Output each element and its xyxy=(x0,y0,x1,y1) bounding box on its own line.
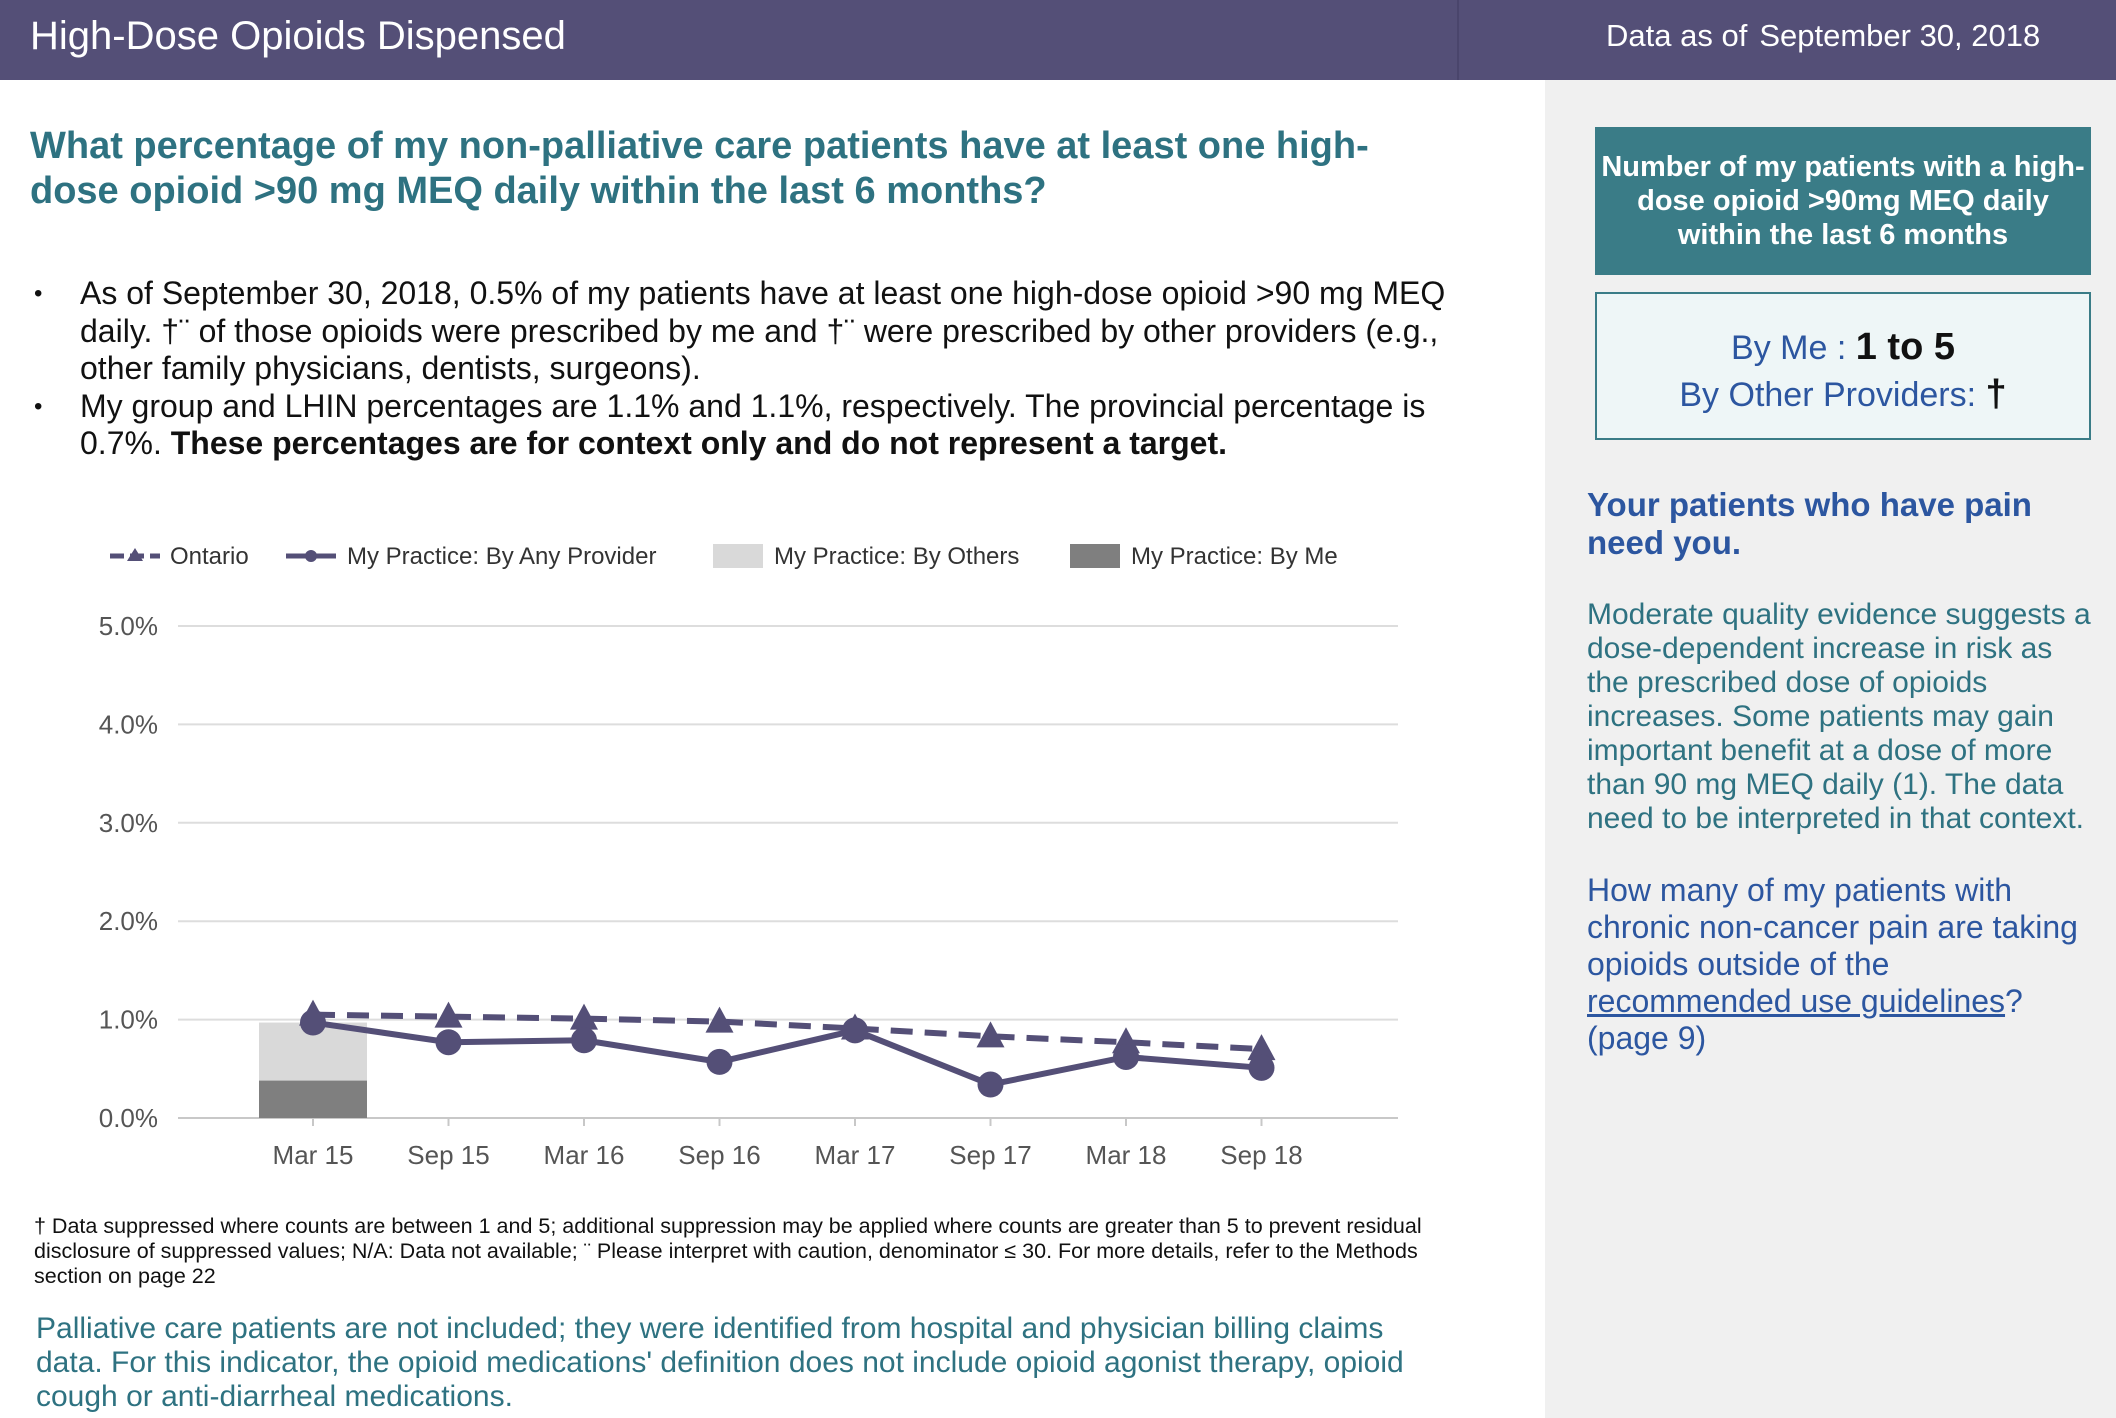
legend-byme-swatch xyxy=(1070,544,1120,568)
x-tick-label: Mar 16 xyxy=(544,1140,625,1170)
page-title: High-Dose Opioids Dispensed xyxy=(30,14,566,58)
pain-question-text: How many of my patients with chronic non… xyxy=(1587,872,2078,982)
practice-line xyxy=(312,1019,1262,1088)
y-tick-label: 5.0% xyxy=(99,611,158,641)
x-tick-label: Sep 18 xyxy=(1220,1140,1302,1170)
legend-others-label: My Practice: By Others xyxy=(774,543,1019,570)
page-header: High-Dose Opioids Dispensed Data as of Se… xyxy=(0,0,2116,80)
legend-ontario-marker xyxy=(127,548,143,561)
bullet-item: • As of September 30, 2018, 0.5% of my p… xyxy=(30,275,1460,388)
patient-count-heading-text: Number of my patients with a high-dose o… xyxy=(1601,151,2085,251)
main-question: What percentage of my non-palliative car… xyxy=(30,125,1369,212)
pain-heading: Your patients who have pain need you. xyxy=(1587,486,2032,561)
palliative-note: Palliative care patients are not include… xyxy=(36,1312,1404,1413)
guidelines-link[interactable]: recommended use guidelines xyxy=(1587,983,2006,1019)
x-tick-label: Mar 15 xyxy=(273,1140,354,1170)
y-tick-label: 2.0% xyxy=(99,906,158,936)
x-tick-label: Sep 15 xyxy=(407,1140,489,1170)
footnote: † Data suppressed where counts are betwe… xyxy=(34,1214,1422,1288)
x-tick-label: Sep 17 xyxy=(949,1140,1031,1170)
practice-point xyxy=(1113,1043,1139,1070)
opioid-trend-chart: 0.0% 1.0% 2.0% 3.0% 4.0% 5.0% Mar 15 Sep 15 Mar … xyxy=(99,543,1398,1170)
ontario-point xyxy=(1247,1034,1276,1061)
ontario-point xyxy=(434,1001,463,1028)
practice-point xyxy=(300,1009,326,1036)
legend-ontario-label: Ontario xyxy=(170,543,249,570)
bullet-dot: • xyxy=(34,392,43,420)
data-as-of: Data as of September 30, 2018 xyxy=(1606,18,2040,54)
practice-point xyxy=(435,1029,462,1056)
patient-count-box: By Me : 1 to 5 By Other Providers: † xyxy=(1595,292,2091,440)
practice-point xyxy=(706,1048,733,1075)
bar-my-practice-by-me xyxy=(259,1080,367,1118)
ontario-point xyxy=(705,1006,734,1033)
y-tick-label: 0.0% xyxy=(99,1103,158,1133)
legend-others-swatch xyxy=(713,544,763,568)
y-tick-label: 4.0% xyxy=(99,709,158,739)
bullet-text-2: My group and LHIN percentages are 1.1% a… xyxy=(80,387,1426,462)
x-tick-label: Mar 18 xyxy=(1086,1140,1167,1170)
by-others-row: By Other Providers: † xyxy=(1597,371,2089,418)
ontario-point xyxy=(570,1003,598,1030)
ontario-line xyxy=(312,1011,1262,1053)
summary-bullets: • As of September 30, 2018, 0.5% of my p… xyxy=(30,275,1460,463)
pain-question-mark: ? xyxy=(2005,983,2023,1019)
bullet-text-1: As of September 30, 2018, 0.5% of my pat… xyxy=(80,275,1446,386)
practice-point xyxy=(1248,1054,1275,1081)
by-me-row: By Me : 1 to 5 xyxy=(1597,324,2089,371)
x-tick-label: Mar 17 xyxy=(815,1140,896,1170)
asof-date: September 30, 2018 xyxy=(1759,18,2041,53)
header-divider xyxy=(1457,0,1459,80)
patient-count-heading: Number of my patients with a high-dose o… xyxy=(1595,127,2091,275)
pain-question: How many of my patients with chronic non… xyxy=(1587,872,2097,1057)
practice-point xyxy=(977,1071,1004,1098)
page-reference: (page 9) xyxy=(1587,1020,1707,1056)
y-tick-label: 1.0% xyxy=(99,1005,158,1035)
legend-practice-label: My Practice: By Any Provider xyxy=(347,543,656,570)
legend-byme-label: My Practice: By Me xyxy=(1131,543,1338,570)
asof-label: Data as of xyxy=(1606,18,1748,53)
by-me-label: By Me : xyxy=(1731,329,1847,367)
by-others-label: By Other Providers: xyxy=(1679,376,1977,414)
by-others-value: † xyxy=(1985,373,2007,415)
ontario-point xyxy=(976,1021,1005,1048)
bullet-item: • My group and LHIN percentages are 1.1%… xyxy=(30,388,1460,463)
bullet-text-2-bold: These percentages are for context only a… xyxy=(170,425,1227,461)
x-tick-label: Sep 16 xyxy=(678,1140,760,1170)
practice-point xyxy=(571,1027,597,1054)
bullet-dot: • xyxy=(34,280,43,307)
y-tick-label: 3.0% xyxy=(99,808,158,838)
by-me-value: 1 to 5 xyxy=(1855,326,1955,368)
legend-practice-marker xyxy=(305,550,317,562)
pain-body: Moderate quality evidence suggests a dos… xyxy=(1587,598,2091,835)
practice-point xyxy=(842,1017,868,1044)
